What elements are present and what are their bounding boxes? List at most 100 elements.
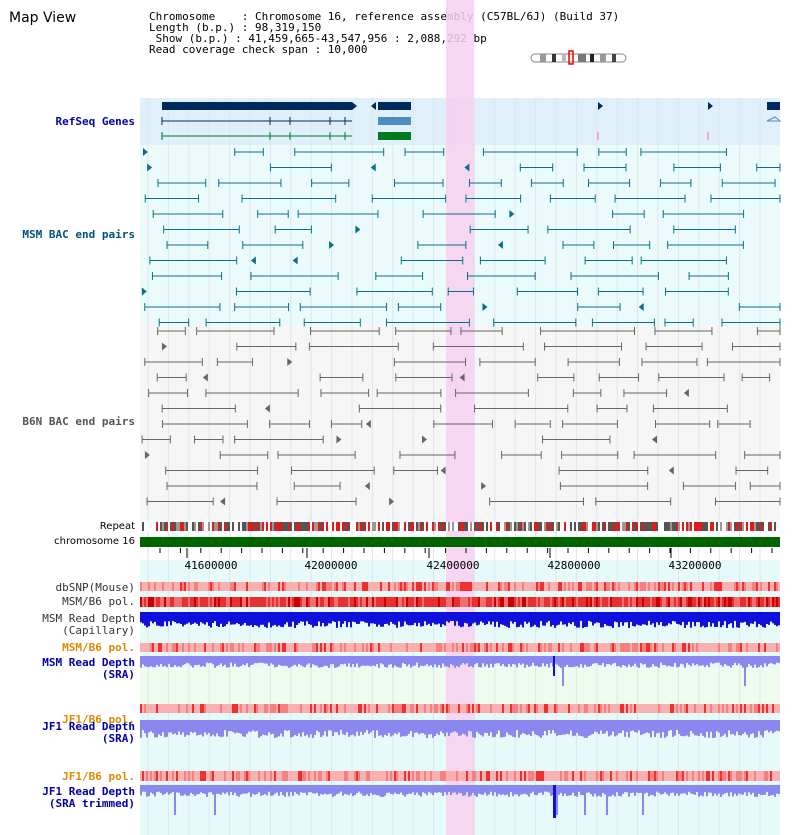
jf1-depth-trim-bar bbox=[458, 785, 460, 793]
jf1-depth-trim-bar bbox=[382, 785, 384, 797]
jf1-depth-bar bbox=[466, 720, 468, 737]
jf1-depth-trim-bar bbox=[612, 785, 614, 795]
dbsnp-cell bbox=[202, 582, 204, 591]
msm-b6-pol-cell bbox=[658, 597, 660, 607]
repeat-cell bbox=[548, 522, 550, 531]
jf1-depth-trim-bar bbox=[302, 785, 304, 793]
msm-b6-pol-cell bbox=[284, 597, 286, 607]
jf1-depth-trim-bar bbox=[416, 785, 418, 793]
jf1-b6-pol-b-cell bbox=[610, 771, 612, 781]
jf1-depth-bar bbox=[622, 720, 624, 731]
jf1-b6-pol-cell bbox=[238, 704, 240, 713]
repeat-cell bbox=[176, 522, 178, 531]
jf1-b6-pol-cell bbox=[348, 704, 350, 713]
jf1-b6-pol-b-cell bbox=[444, 771, 446, 781]
repeat-cell bbox=[354, 522, 356, 531]
msm-b6-pol-sra-cell bbox=[338, 643, 340, 652]
msm-depth-sra-bar bbox=[442, 656, 444, 664]
jf1-depth-bar bbox=[694, 720, 696, 736]
jf1-b6-pol-cell bbox=[252, 704, 254, 713]
jf1-b6-pol-b-cell bbox=[526, 771, 528, 781]
jf1-depth-bar bbox=[594, 720, 596, 732]
repeat-cell bbox=[678, 522, 680, 531]
dbsnp-cell bbox=[358, 582, 360, 591]
jf1-b6-pol-cell bbox=[678, 704, 680, 713]
jf1-b6-pol-b-cell bbox=[464, 771, 466, 781]
jf1-b6-pol-cell bbox=[192, 704, 194, 713]
msm-b6-pol-sra-cell bbox=[392, 643, 394, 652]
jf1-depth-bar bbox=[570, 720, 572, 731]
jf1-b6-pol-b-cell bbox=[618, 771, 620, 781]
dbsnp-cell bbox=[230, 582, 232, 591]
dbsnp-cell bbox=[296, 582, 298, 591]
jf1-depth-bar bbox=[260, 720, 262, 737]
msm-depth-cap-bar bbox=[530, 612, 532, 628]
msm-b6-pol-cell bbox=[254, 597, 256, 607]
jf1-b6-pol-b-cell bbox=[520, 771, 522, 781]
msm-b6-pol-cell bbox=[584, 597, 586, 607]
track-label-refseq[interactable]: RefSeq Genes bbox=[55, 115, 135, 128]
jf1-depth-bar bbox=[574, 720, 576, 736]
msm-b6-pol-cell bbox=[702, 597, 704, 607]
msm-depth-cap-bar bbox=[412, 612, 414, 625]
repeat-cell bbox=[298, 522, 300, 531]
dbsnp-cell bbox=[444, 582, 446, 591]
jf1-depth-bar bbox=[186, 720, 188, 735]
jf1-b6-pol-cell bbox=[500, 704, 502, 713]
repeat-cell bbox=[194, 522, 196, 531]
repeat-cell bbox=[606, 522, 608, 531]
jf1-b6-pol-b-cell bbox=[570, 771, 572, 781]
jf1-depth-trim-bar bbox=[262, 785, 264, 796]
msm-b6-pol-cell bbox=[518, 597, 520, 607]
msm-depth-cap-bar bbox=[230, 612, 232, 625]
jf1-b6-pol-b-cell bbox=[150, 771, 152, 781]
msm-depth-cap-bar bbox=[564, 612, 566, 625]
jf1-depth-trim-bar bbox=[498, 785, 500, 794]
repeat-cell bbox=[312, 522, 314, 531]
dbsnp-cell bbox=[264, 582, 266, 591]
dbsnp-cell bbox=[756, 582, 758, 591]
msm-b6-pol-sra-cell bbox=[324, 643, 326, 652]
dbsnp-cell bbox=[582, 582, 584, 591]
msm-b6-pol-cell bbox=[372, 597, 374, 607]
dbsnp-cell bbox=[174, 582, 176, 591]
jf1-depth-bar bbox=[246, 720, 248, 734]
msm-b6-pol-cell bbox=[564, 597, 566, 607]
msm-depth-cap-bar bbox=[640, 612, 642, 626]
msm-b6-pol-cell bbox=[726, 597, 728, 607]
jf1-b6-pol-b-cell bbox=[588, 771, 590, 781]
msm-depth-cap-bar bbox=[622, 612, 624, 626]
jf1-depth-bar bbox=[644, 720, 646, 734]
msm-b6-pol-cell bbox=[318, 597, 320, 607]
msm-b6-pol-sra-cell bbox=[668, 643, 670, 652]
msm-b6-pol-sra-cell bbox=[342, 643, 344, 652]
jf1-b6-pol-cell bbox=[226, 704, 228, 713]
msm-depth-sra-bar bbox=[312, 656, 314, 665]
jf1-depth-trim-bar bbox=[328, 785, 330, 795]
msm-depth-sra-bar bbox=[344, 656, 346, 664]
track-label-b6n-bac[interactable]: B6N BAC end pairs bbox=[22, 415, 135, 428]
jf1-depth-trim-bar bbox=[454, 785, 456, 793]
track-label-msm-bac[interactable]: MSM BAC end pairs bbox=[22, 228, 135, 241]
msm-b6-pol-sra-cell bbox=[372, 643, 374, 652]
jf1-depth-trim-bar bbox=[162, 785, 164, 796]
jf1-depth-bar bbox=[314, 720, 316, 735]
msm-depth-cap-bar bbox=[526, 612, 528, 624]
msm-b6-pol-sra-cell bbox=[612, 643, 614, 652]
msm-depth-sra-bar bbox=[708, 656, 710, 668]
msm-depth-cap-bar bbox=[214, 612, 216, 622]
jf1-depth-trim-bar bbox=[658, 785, 660, 793]
msm-depth-sra-bar bbox=[684, 656, 686, 668]
jf1-depth-trim-bar bbox=[600, 785, 602, 797]
msm-depth-sra-bar bbox=[476, 656, 478, 664]
jf1-b6-pol-b-cell bbox=[680, 771, 682, 781]
jf1-depth-bar bbox=[686, 720, 688, 736]
jf1-depth-trim-bar bbox=[388, 785, 390, 793]
msm-b6-pol-sra-cell bbox=[428, 643, 430, 652]
jf1-b6-pol-cell bbox=[554, 704, 556, 713]
jf1-b6-pol-b-cell bbox=[144, 771, 146, 781]
jf1-depth-trim-bar bbox=[282, 785, 284, 796]
jf1-depth-bar bbox=[658, 720, 660, 733]
msm-b6-pol-sra-cell bbox=[482, 643, 484, 652]
